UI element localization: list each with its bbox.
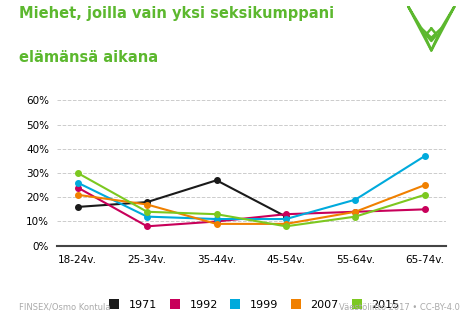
2007: [422, 183, 428, 187]
2015: [283, 224, 289, 228]
Text: FINSEX/Osmo Kontula: FINSEX/Osmo Kontula: [19, 303, 110, 312]
1971: [75, 205, 81, 209]
2015: [75, 171, 81, 175]
1999: [214, 217, 219, 221]
1999: [422, 154, 428, 158]
2007: [353, 210, 358, 214]
Text: Miehet, joilla vain yksi seksikumppani: Miehet, joilla vain yksi seksikumppani: [19, 6, 334, 21]
Line: 1999: 1999: [75, 153, 428, 222]
Line: 2015: 2015: [75, 170, 428, 229]
2015: [144, 210, 150, 214]
2007: [283, 222, 289, 226]
1971: [144, 200, 150, 204]
Text: Väestöliitto 2017 • CC-BY-4.0: Väestöliitto 2017 • CC-BY-4.0: [339, 303, 460, 312]
Legend: 1971, 1992, 1999, 2007, 2015: 1971, 1992, 1999, 2007, 2015: [99, 295, 403, 314]
2007: [144, 203, 150, 206]
1999: [353, 198, 358, 202]
2015: [422, 193, 428, 197]
1971: [214, 178, 219, 182]
2015: [214, 212, 219, 216]
2015: [353, 215, 358, 219]
2007: [214, 222, 219, 226]
1992: [353, 210, 358, 214]
1992: [214, 220, 219, 223]
Line: 2007: 2007: [75, 182, 428, 227]
2007: [75, 193, 81, 197]
1992: [283, 212, 289, 216]
Text: elämänsä aikana: elämänsä aikana: [19, 50, 158, 66]
Line: 1971: 1971: [75, 177, 289, 220]
Line: 1992: 1992: [75, 185, 428, 229]
1999: [75, 181, 81, 185]
1992: [144, 224, 150, 228]
1992: [75, 186, 81, 189]
1992: [422, 208, 428, 211]
1971: [283, 215, 289, 219]
1999: [283, 217, 289, 221]
1999: [144, 215, 150, 219]
